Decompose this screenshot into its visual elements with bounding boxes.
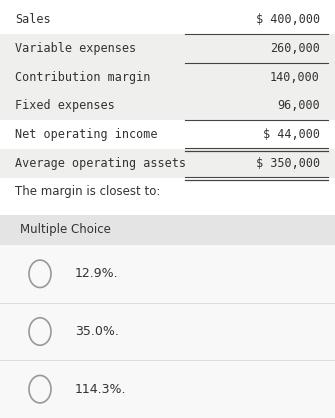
Text: Net operating income: Net operating income: [15, 128, 157, 141]
FancyBboxPatch shape: [0, 34, 335, 63]
FancyBboxPatch shape: [0, 215, 335, 418]
FancyBboxPatch shape: [0, 303, 335, 360]
Text: 260,000: 260,000: [270, 42, 320, 55]
Text: Contribution margin: Contribution margin: [15, 71, 150, 84]
Text: Variable expenses: Variable expenses: [15, 42, 136, 55]
Text: 114.3%.: 114.3%.: [75, 382, 127, 396]
FancyBboxPatch shape: [0, 63, 335, 92]
Text: Fixed expenses: Fixed expenses: [15, 99, 115, 112]
Text: 140,000: 140,000: [270, 71, 320, 84]
FancyBboxPatch shape: [0, 92, 335, 120]
Text: 12.9%.: 12.9%.: [75, 268, 119, 280]
Text: $ 44,000: $ 44,000: [263, 128, 320, 141]
FancyBboxPatch shape: [0, 360, 335, 418]
Text: 96,000: 96,000: [277, 99, 320, 112]
Text: $ 400,000: $ 400,000: [256, 13, 320, 26]
Text: Multiple Choice: Multiple Choice: [20, 224, 111, 237]
Text: $ 350,000: $ 350,000: [256, 157, 320, 170]
Text: Sales: Sales: [15, 13, 51, 26]
Text: The margin is closest to:: The margin is closest to:: [15, 186, 160, 199]
FancyBboxPatch shape: [0, 215, 335, 245]
FancyBboxPatch shape: [0, 149, 335, 178]
Text: 35.0%.: 35.0%.: [75, 325, 119, 338]
FancyBboxPatch shape: [0, 245, 335, 303]
Text: Average operating assets: Average operating assets: [15, 157, 186, 170]
